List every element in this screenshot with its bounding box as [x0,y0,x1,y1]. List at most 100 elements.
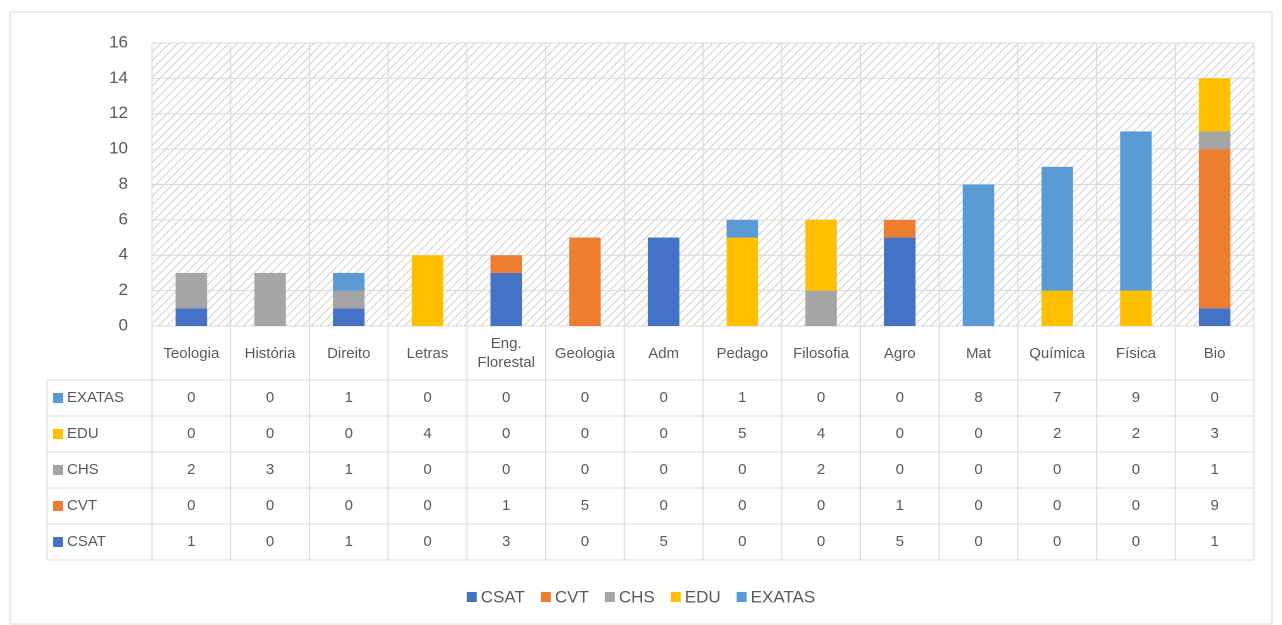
table-cell: 1 [502,497,510,514]
table-cell: 5 [581,497,589,514]
legend-label: CHS [619,587,655,606]
table-cell: 3 [266,461,274,478]
bar-segment [333,272,365,291]
y-tick-label: 6 [119,209,128,228]
bar-segment [333,290,365,309]
table-cell: 0 [423,389,431,406]
table-cell: 9 [1210,497,1218,514]
table-cell: 0 [1053,533,1061,550]
x-tick-label: Filosofia [793,344,849,362]
table-cell: 0 [266,389,274,406]
table-cell: 0 [817,497,825,514]
bar-segment [1198,308,1231,326]
bar-segment [647,237,680,326]
table-cell: 1 [1210,533,1218,550]
y-tick-label: 4 [119,245,128,264]
x-tick-label: Direito [327,344,371,362]
table-cell: 0 [502,425,510,442]
table-cell: 0 [581,533,589,550]
table-cell: 0 [345,497,353,514]
table-series-name: EXATAS [67,389,124,406]
x-tick-label: Teologia [163,344,220,362]
table-cell: 2 [187,461,195,478]
table-cell: 0 [659,425,667,442]
x-tick-label: Química [1029,344,1086,362]
bar-segment [175,272,208,309]
table-cell: 0 [266,425,274,442]
table-cell: 1 [896,497,904,514]
table-cell: 0 [738,497,746,514]
y-tick-label: 8 [119,174,128,193]
table-cell: 3 [502,533,510,550]
bar-segment [1198,149,1231,309]
bar-segment [490,255,522,273]
legend-label: CVT [555,587,589,606]
table-cell: 0 [502,389,510,406]
table-cell: 0 [896,389,904,406]
table-series-name: CVT [67,497,97,514]
table-cell: 5 [738,425,746,442]
x-tick-label: Mat [965,344,991,362]
bar-segment [1041,290,1073,326]
table-cell: 0 [1053,461,1061,478]
legend-key [736,592,747,602]
bar-segment [805,290,837,326]
table-cell: 0 [896,425,904,442]
bar-segment [726,237,759,326]
table-cell: 0 [187,425,195,442]
table-cell: 1 [345,389,353,406]
bar-segment [1120,290,1152,326]
bar-segment [805,219,837,291]
x-tick-label: Geologia [554,344,615,362]
table-cell: 0 [1053,497,1061,514]
table-cell: 0 [266,533,274,550]
x-tick-label: Bio [1203,344,1226,362]
table-cell: 0 [896,461,904,478]
table-cell: 3 [1210,425,1218,442]
bar-segment [490,272,522,326]
bar-segment [1198,131,1231,150]
table-cell: 0 [974,461,982,478]
legend-key [604,592,615,602]
table-cell: 2 [1053,425,1061,442]
y-tick-label: 12 [109,103,128,122]
table-cell: 0 [502,461,510,478]
table-cell: 0 [659,389,667,406]
table-cell: 0 [974,533,982,550]
table-cell: 5 [659,533,667,550]
legend-key [670,592,681,602]
table-cell: 7 [1053,389,1061,406]
x-tick-label: Física [1115,344,1156,362]
table-cell: 0 [817,389,825,406]
table-cell: 0 [581,425,589,442]
table-cell: 9 [1132,389,1140,406]
bar-segment [569,237,601,326]
table-legend-key [53,501,63,511]
table-cell: 1 [345,533,353,550]
table-cell: 0 [1210,389,1218,406]
bar-segment [1120,131,1152,291]
table-legend-key [53,393,63,403]
table-series-name: CHS [67,461,99,478]
table-cell: 0 [659,461,667,478]
bar-segment [254,272,286,326]
table-cell: 1 [187,533,195,550]
y-tick-label: 2 [119,280,128,299]
table-cell: 0 [187,389,195,406]
table-cell: 1 [1210,461,1218,478]
bar-segment [884,219,916,238]
x-tick-label: História [244,344,296,362]
table-cell: 0 [581,389,589,406]
chart-border [9,11,1273,625]
table-cell: 0 [659,497,667,514]
table-cell: 0 [738,533,746,550]
x-tick-label: Pedago [716,344,769,362]
table-cell: 0 [1132,497,1140,514]
table-legend-key [53,465,63,475]
x-tick-label: Adm [648,344,680,362]
bar-segment [726,219,759,238]
legend-key [466,592,477,602]
table-cell: 0 [817,533,825,550]
